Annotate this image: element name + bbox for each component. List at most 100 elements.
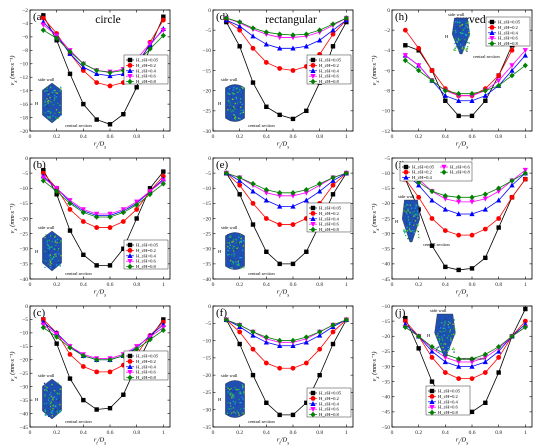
legend-marker [310, 62, 316, 68]
schematic-speckle [240, 88, 242, 90]
schematic-speckle [444, 318, 447, 320]
schematic-speckle [404, 231, 406, 233]
data-point [94, 214, 100, 220]
schematic-speckle [227, 254, 229, 256]
legend-marker [310, 210, 316, 216]
x-tick-label: 0 [29, 134, 32, 140]
data-point [469, 113, 475, 119]
y-tick-label: −10 [19, 186, 28, 192]
x-axis-label: rt/Ds [277, 437, 289, 447]
data-point [482, 92, 488, 98]
schematic-speckle [47, 415, 50, 417]
panel-label: (f) [216, 307, 227, 319]
schematic-speckle [59, 265, 61, 267]
legend-marker [489, 25, 495, 30]
series-line [43, 319, 164, 373]
x-axis-label: rt/Ds [456, 141, 468, 151]
panel-c: −45 −40 −35 −30 −25 −20 −15 −10 −5 0 0 0.2 0.4 0.6 0.8… [9, 304, 171, 446]
y-tick-label: −18 [19, 115, 28, 121]
schematic-speckle [456, 41, 458, 43]
schematic-speckle [55, 116, 57, 118]
schematic-speckle [56, 412, 59, 415]
schematic-speckle [231, 397, 233, 399]
schematic-speckle [407, 216, 409, 218]
schematic-speckle [47, 389, 50, 391]
legend-entry: H_t/H=0.6 [498, 36, 519, 41]
schematic-speckle [232, 240, 234, 242]
legend-entry: H_t/H=0.2 [412, 170, 433, 175]
schematic-speckle [51, 100, 53, 102]
schematic-speckle [56, 241, 58, 244]
series-line [226, 319, 347, 343]
series-line [226, 319, 347, 347]
y-tick-label: −5 [205, 28, 211, 34]
data-point [402, 318, 408, 324]
schematic-speckle [417, 217, 419, 219]
schematic-speckle [453, 327, 455, 329]
schematic-speckle [233, 396, 235, 398]
data-point [522, 176, 528, 182]
data-point [343, 317, 349, 323]
schematic-speckle [454, 47, 456, 49]
legend-entry: H_t/H=0.05 [136, 57, 159, 62]
legend-entry: H_t/H=0.8 [450, 170, 471, 175]
schematic-speckle [243, 240, 245, 242]
schematic-speckle [412, 229, 414, 232]
legend-marker [127, 369, 133, 375]
data-point [147, 191, 153, 198]
data-point [277, 412, 282, 418]
schematic-speckle [416, 214, 418, 217]
legend-entry: H_t/H=0.8 [319, 227, 340, 232]
series-line [226, 172, 347, 197]
schematic-speckle [239, 88, 241, 91]
data-point [303, 43, 309, 49]
schematic-speckle [233, 250, 235, 252]
data-point [442, 228, 448, 234]
schematic-speckle [238, 117, 240, 119]
data-point [317, 346, 323, 352]
schematic-speckle [409, 211, 411, 213]
schematic-speckle [443, 324, 445, 326]
schematic-speckle [443, 330, 445, 333]
schematic-speckle [444, 320, 446, 322]
schematic-speckle [441, 346, 443, 348]
data-point [456, 376, 462, 381]
schematic-speckle [52, 404, 54, 406]
schematic-speckle [441, 331, 443, 333]
annotation-side-wall: side wall [398, 194, 415, 199]
schematic-speckle [239, 241, 241, 243]
y-tick-label: −12 [381, 129, 390, 135]
x-tick-label: 0 [212, 134, 215, 140]
schematic-speckle [467, 21, 469, 23]
schematic-speckle [450, 337, 452, 339]
data-point [416, 194, 422, 200]
data-point [483, 400, 488, 405]
y-axis-label: vx (mm·s⁻¹) [371, 352, 381, 382]
data-point [237, 174, 243, 181]
data-point [94, 263, 99, 268]
y-tick-label: −20 [202, 88, 211, 94]
schematic-speckle [49, 402, 52, 405]
data-point [277, 189, 283, 196]
schematic-speckle [450, 340, 452, 342]
y-tick-label: −10 [19, 62, 28, 68]
schematic-speckle [461, 40, 463, 42]
y-tick-label: −15 [202, 68, 211, 74]
legend-entry: H_t/H=0.2 [319, 211, 340, 216]
schematic-speckle [451, 348, 454, 351]
schematic-speckle [403, 209, 406, 211]
data-point [442, 87, 448, 94]
schematic-speckle [47, 91, 49, 93]
data-point [416, 67, 422, 74]
data-point [277, 222, 283, 227]
x-tick-label: 0.8 [316, 134, 323, 140]
data-point [416, 179, 422, 185]
schematic-speckle [234, 401, 237, 403]
schematic-speckle [233, 394, 235, 396]
data-point [290, 342, 296, 348]
schematic-speckle [49, 261, 51, 263]
schematic-speckle [226, 106, 228, 109]
schematic-speckle [230, 236, 232, 238]
plot-frame [29, 305, 171, 428]
schematic-speckle [464, 38, 466, 41]
